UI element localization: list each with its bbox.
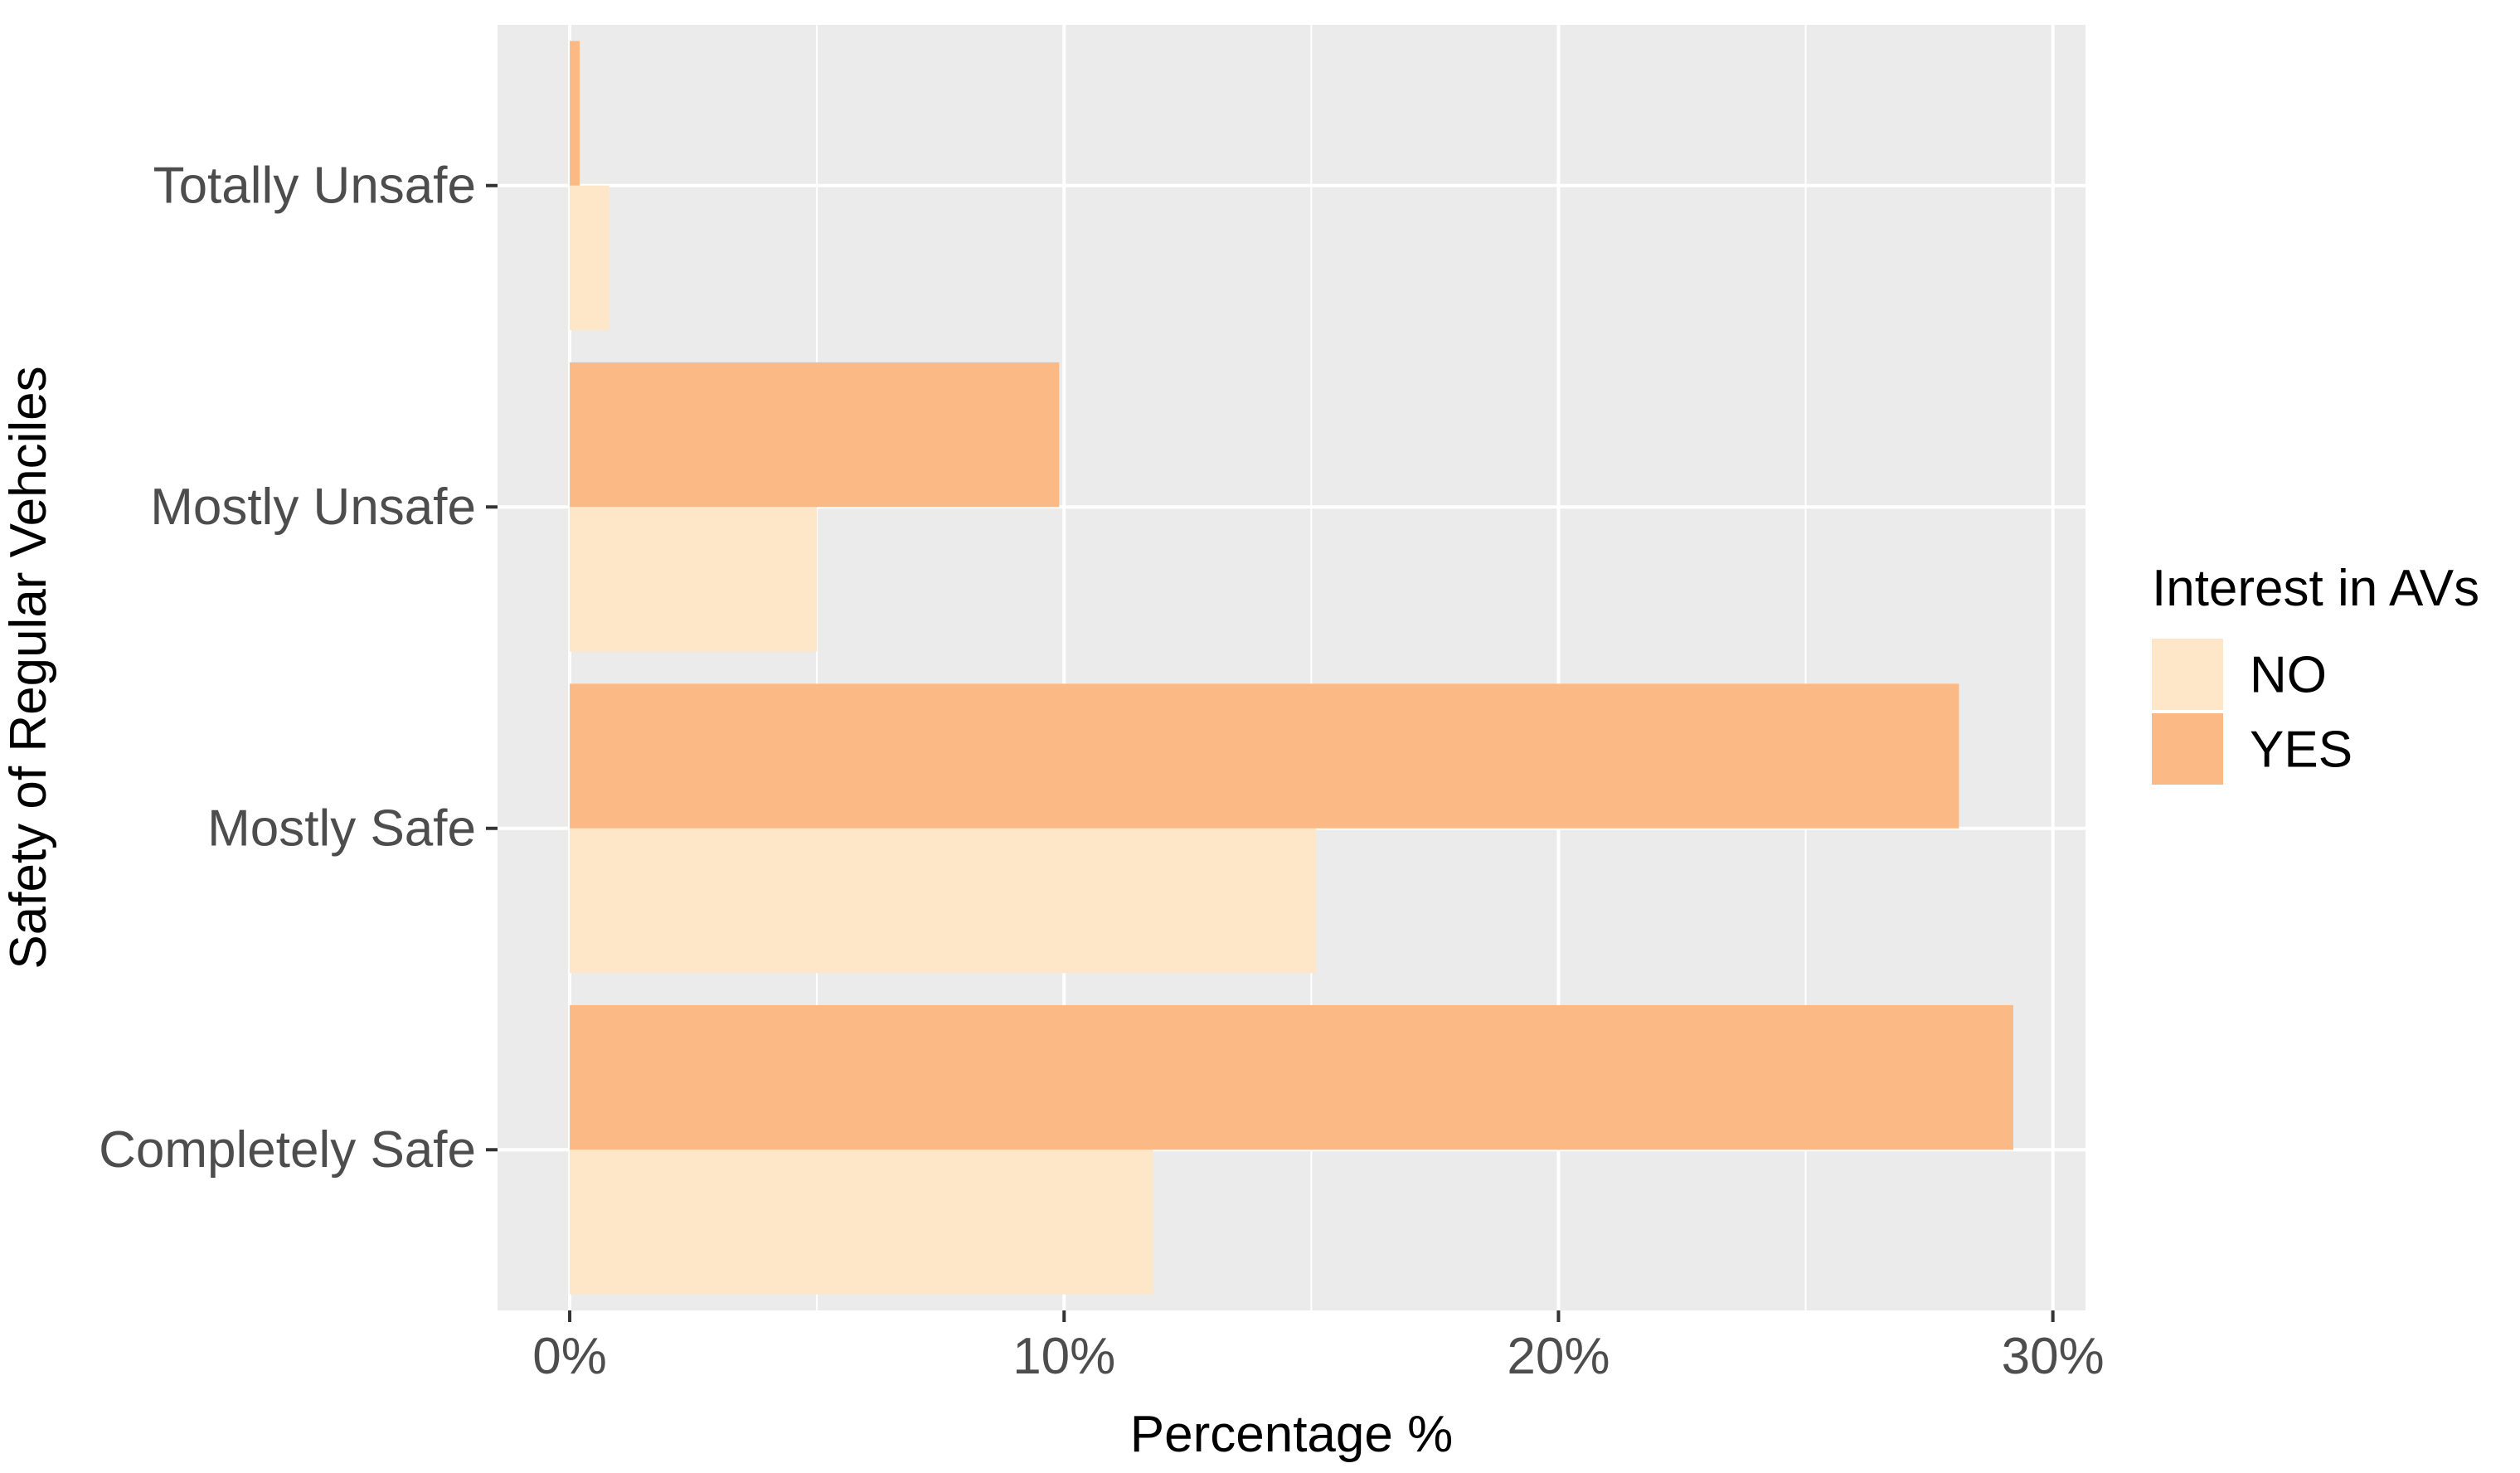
x-axis: 0% 10% 20% 30% [532, 1310, 2105, 1385]
y-tick-label: Mostly Safe [207, 800, 476, 857]
y-tick-label: Mostly Unsafe [150, 479, 476, 536]
legend-key-no [2152, 639, 2223, 710]
x-tick-label: 10% [1012, 1328, 1115, 1385]
bar-no-totally-unsafe [570, 185, 609, 331]
legend-label-no: NO [2250, 647, 2327, 704]
y-axis-title: Safety of Regular Vehciles [0, 366, 57, 969]
x-tick-label: 20% [1507, 1328, 1610, 1385]
x-axis-title: Percentage % [1130, 1406, 1453, 1463]
y-axis: Totally Unsafe Mostly Unsafe Mostly Safe Co… [99, 157, 498, 1179]
bar-no-mostly-unsafe [570, 507, 818, 652]
legend-label-yes: YES [2250, 722, 2352, 779]
y-tick-label: Completely Safe [99, 1121, 476, 1179]
bar-yes-mostly-safe [570, 683, 1959, 829]
bar-yes-completely-safe [570, 1004, 2013, 1150]
bar-yes-totally-unsafe [570, 41, 580, 186]
bars [570, 41, 2013, 1295]
legend-title: Interest in AVs [2152, 560, 2479, 617]
bar-no-mostly-safe [570, 828, 1317, 974]
bar-yes-mostly-unsafe [570, 362, 1060, 508]
legend-key-yes [2152, 713, 2223, 785]
x-tick-label: 30% [2002, 1328, 2105, 1385]
bar-no-completely-safe [570, 1150, 1153, 1295]
y-tick-label: Totally Unsafe [153, 157, 476, 214]
legend: Interest in AVs NO YES [2152, 560, 2479, 785]
x-tick-label: 0% [532, 1328, 607, 1385]
